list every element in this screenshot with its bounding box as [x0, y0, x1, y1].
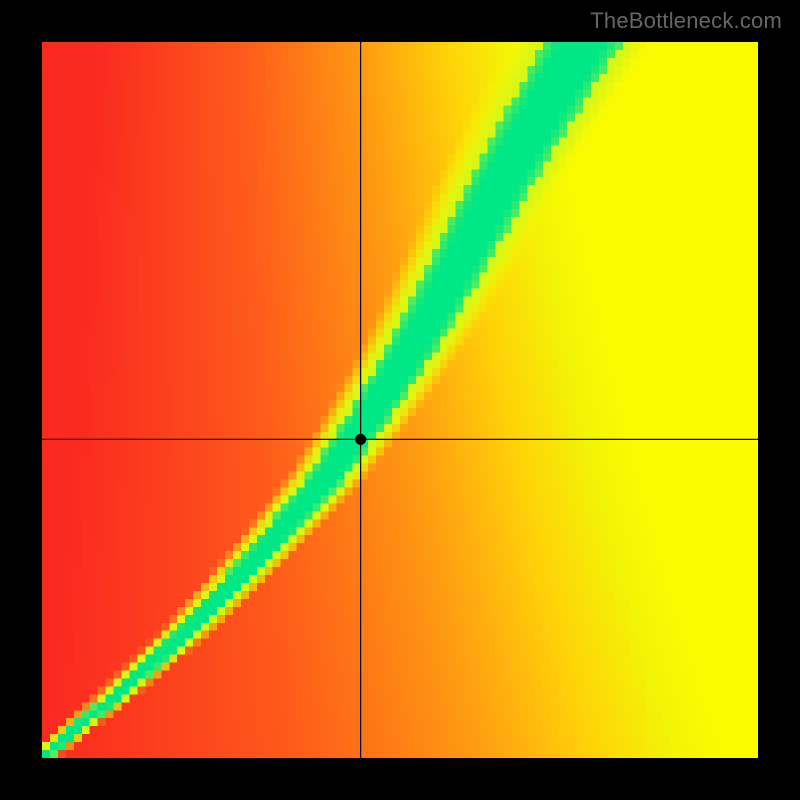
watermark-text: TheBottleneck.com [590, 8, 782, 34]
heatmap-canvas [42, 42, 758, 758]
